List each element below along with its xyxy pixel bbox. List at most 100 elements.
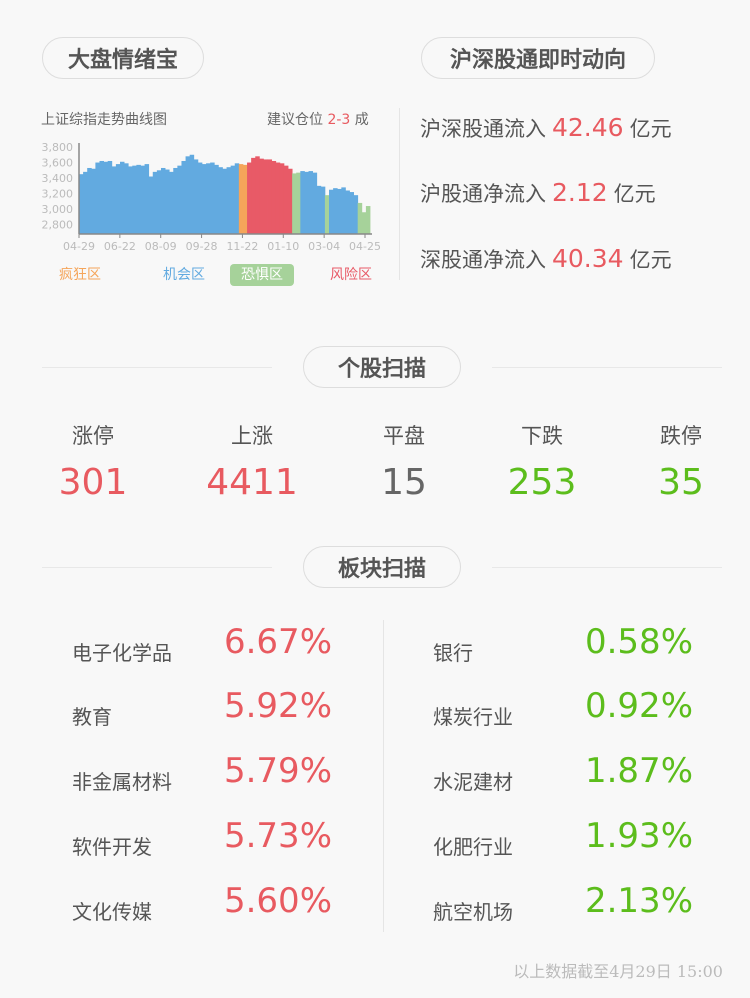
chart-bar [91,168,96,234]
chart-bar [251,157,256,234]
stock-stat: 下跌 253 [482,420,602,503]
divider-line [492,367,722,368]
chart-bar [341,187,346,234]
chart-bar [185,156,191,234]
divider-line [42,367,272,368]
chart-bar [140,165,145,234]
chart-bar [160,167,166,234]
legend-item: 机会区 [163,267,205,283]
chart-bar [111,166,117,234]
footer-note: 以上数据截至4月29日 15:00 [513,962,723,981]
position-advice: 建议仓位 2-3 成 [267,109,369,129]
chart-bar [189,154,195,234]
chart-bar [169,171,174,234]
sector-change: 5.92% [223,686,332,726]
chart-bar [128,166,133,234]
sector-change: 6.67% [223,622,332,662]
hsgt-label: 深股通净流入 [420,248,546,272]
chart-bar [292,173,297,234]
chart-bar [197,162,203,234]
stock-stat: 平盘 15 [344,420,464,503]
chart-bar [218,167,223,234]
sector-divider [383,620,384,932]
sector-change: 0.58% [584,622,693,662]
chart-bar [136,164,141,234]
sector-name: 软件开发 [72,835,152,859]
hsgt-row: 沪股通净流入 2.12 亿元 [420,178,656,208]
hsgt-unit: 亿元 [629,117,672,141]
sector-name: 文化传媒 [72,900,152,924]
chart-bar [87,167,92,234]
chart-bar [79,174,84,234]
chart-bar [214,164,219,234]
hsgt-unit: 亿元 [629,248,672,272]
chart-bar [316,185,322,234]
chart-bar [271,160,277,234]
hsgt-label: 沪股通净流入 [420,182,546,206]
chart-bar [177,165,182,234]
divider-line [42,567,272,568]
chart-bar [345,190,350,234]
stat-value: 35 [658,462,704,503]
y-tick-label: 3,000 [42,203,74,216]
chart-bar [230,165,236,234]
stat-label: 平盘 [383,424,425,448]
sector-change: 5.60% [223,881,332,921]
x-tick-label: 09-28 [186,240,218,253]
hsgt-title: 沪深股通即时动向 [421,37,655,79]
hsgt-value: 40.34 [552,244,624,273]
chart-bar [267,159,273,234]
y-tick-label: 3,200 [42,188,74,201]
hsgt-value: 2.12 [552,178,608,207]
chart-bar [304,171,309,234]
chart-bar [193,159,199,234]
chart-bar [83,171,88,234]
x-tick-label: 04-29 [63,240,95,253]
chart-bar [210,162,215,234]
sector-name: 煤炭行业 [433,705,513,729]
chart-bar [152,171,158,234]
index-chart: 3,800 3,600 3,400 3,200 3,000 2,800 04-29 06-22… [42,141,381,253]
stat-value: 253 [507,462,577,503]
chart-bar [165,169,170,234]
chart-bar [361,212,367,234]
chart-bar [337,188,342,234]
sector-name: 银行 [433,641,473,665]
chart-bar [283,165,289,234]
advice-prefix: 建议仓位 [267,112,323,128]
y-tick-label: 2,800 [42,219,74,232]
chart-bar [288,168,293,234]
chart-bar [173,167,178,234]
chart-bar [279,163,285,234]
sector-change: 1.93% [584,816,693,856]
sectors-title: 板块扫描 [303,546,461,588]
stock-stat: 上涨 4411 [192,420,312,503]
chart-bar [201,164,207,234]
hsgt-row: 沪深股通流入 42.46 亿元 [420,113,672,143]
chart-bar [148,176,154,234]
sector-name: 化肥行业 [433,835,513,859]
sector-name: 教育 [72,705,112,729]
divider-line [492,567,722,568]
chart-bar [238,164,244,234]
chart-bar [156,170,162,234]
chart-bar [324,195,330,234]
chart-title: 上证综指走势曲线图 [41,112,167,128]
chart-bar [329,189,334,234]
chart-bar [296,172,301,234]
sector-change: 1.87% [584,751,693,791]
x-tick-label: 08-09 [145,240,177,253]
legend-item: 风险区 [330,267,372,283]
stat-label: 下跌 [521,424,563,448]
mood-title: 大盘情绪宝 [42,37,204,79]
y-tick-label: 3,400 [42,172,74,185]
chart-bar [357,202,363,234]
chart-bar [333,188,338,234]
chart-bar [181,160,186,234]
chart-bar [255,156,260,234]
y-tick-label: 3,800 [42,141,74,154]
legend-item: 恐惧区 [230,264,294,286]
stock-stat: 跌停 35 [621,420,741,503]
chart-bar [247,162,252,234]
chart-bar [222,168,227,234]
